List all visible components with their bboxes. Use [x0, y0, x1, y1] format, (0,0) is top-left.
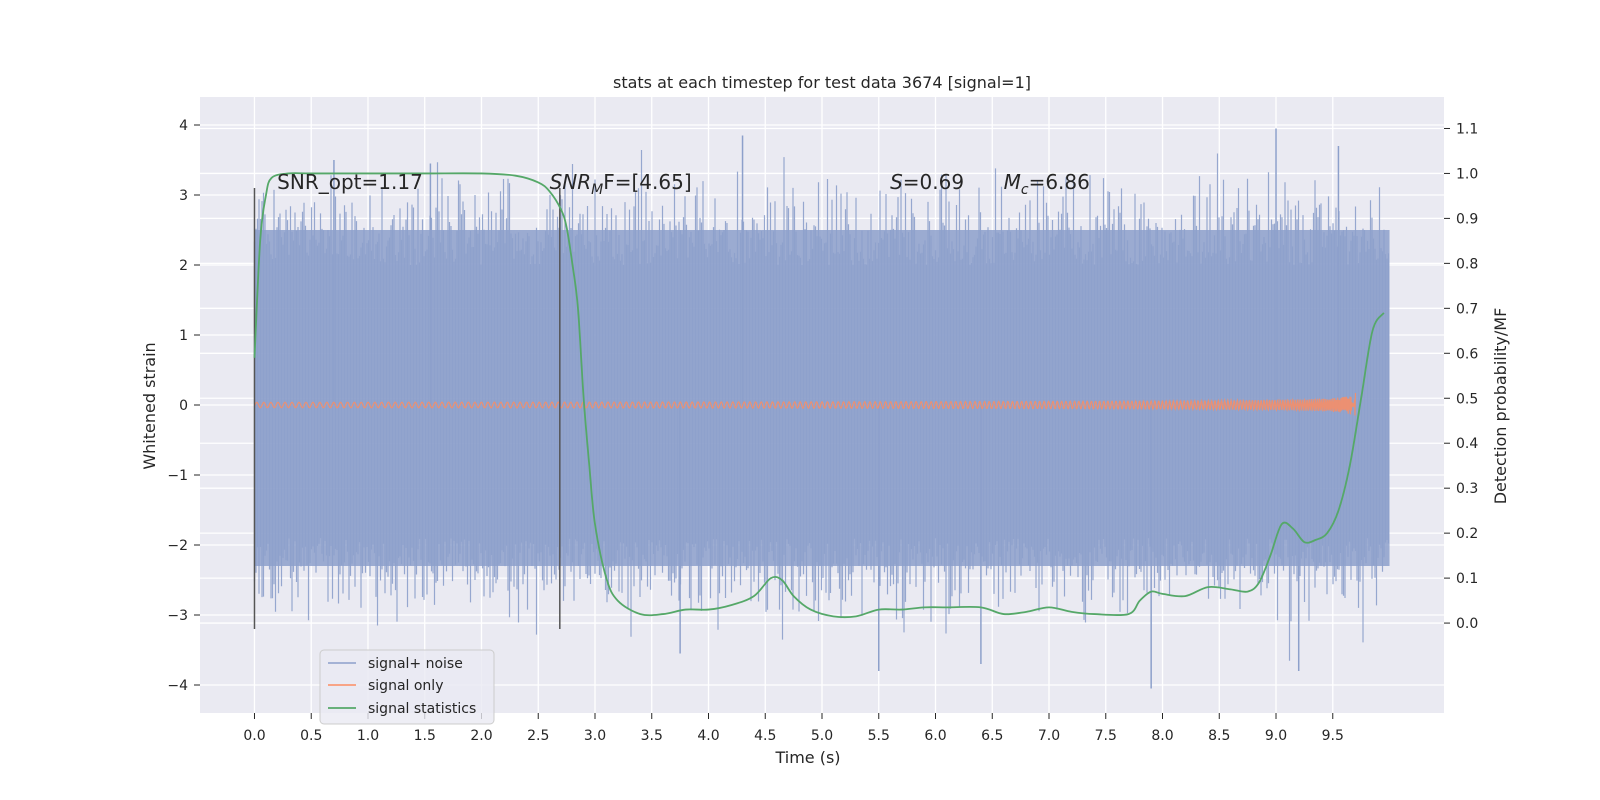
x-axis-label: Time (s): [774, 748, 840, 767]
annotation-mc-val: Mc=6.86: [1004, 170, 1090, 198]
x-tick-label: 5.0: [811, 728, 833, 744]
x-tick-label: 6.5: [981, 728, 1003, 744]
x-tick-label: 3.5: [641, 728, 663, 744]
x-tick-label: 3.0: [584, 728, 606, 744]
x-tick-label: 7.0: [1038, 728, 1060, 744]
y-axis-right: 1.1 1.0 0.9 0.8 0.7 0.6 0.5 0.4 0.3 0.2 0.1 0.0: [1444, 121, 1478, 632]
x-tick-label: 8.0: [1151, 728, 1173, 744]
x-tick-label: 2.5: [527, 728, 549, 744]
series-signal-only: [253, 392, 1357, 416]
series-signal-statistics: [253, 172, 1385, 619]
y-tick-label: 0: [179, 398, 188, 414]
x-tick-label: 1.0: [357, 728, 379, 744]
y2-tick-label: 0.3: [1456, 481, 1478, 497]
y2-tick-label: 0.8: [1456, 256, 1478, 272]
x-tick-label: 4.0: [697, 728, 719, 744]
y-tick-label: −4: [167, 678, 188, 694]
y2-axis-label: Detection probability/MF: [1491, 308, 1510, 505]
y-tick-label: 4: [179, 118, 188, 134]
signal-statistics-line: [253, 172, 1385, 619]
vertical-markers: [253, 188, 561, 629]
x-tick-label: 9.5: [1322, 728, 1344, 744]
legend-label-signal-only: signal only: [368, 678, 443, 694]
x-axis: 0.0 0.5 1.0 1.5 2.0 2.5 3.0 3.5 4.0 4.5 5.0 5.5 6.0 6…: [243, 713, 1344, 744]
y2-tick-label: 0.9: [1456, 211, 1478, 227]
y2-tick-label: 1.0: [1456, 166, 1478, 182]
x-tick-label: 8.5: [1208, 728, 1230, 744]
y2-tick-label: 0.6: [1456, 346, 1478, 362]
x-tick-label: 2.0: [470, 728, 492, 744]
legend-label-signal-noise: signal+ noise: [368, 656, 463, 672]
y2-tick-label: 0.5: [1456, 391, 1478, 407]
x-tick-label: 0.0: [243, 728, 265, 744]
annotation-snr-mf: SNRMF=[4.65]: [550, 170, 692, 198]
x-tick-label: 1.5: [414, 728, 436, 744]
y2-tick-label: 0.2: [1456, 526, 1478, 542]
y-tick-label: −2: [167, 538, 188, 554]
y-tick-label: −3: [167, 608, 188, 624]
x-tick-label: 0.5: [300, 728, 322, 744]
y-tick-label: 2: [179, 258, 188, 274]
y2-tick-label: 0.4: [1456, 436, 1478, 452]
x-tick-label: 9.0: [1265, 728, 1287, 744]
legend: signal+ noise signal only signal statist…: [319, 649, 495, 725]
y-tick-label: 1: [179, 328, 188, 344]
y2-tick-label: 0.1: [1456, 571, 1478, 587]
chart-title: stats at each timestep for test data 367…: [613, 73, 1031, 92]
x-tick-label: 6.0: [924, 728, 946, 744]
annotations: SNR_opt=1.17 SNRMF=[4.65] S=0.69 Mc=6.86: [277, 170, 1090, 198]
x-tick-label: 5.5: [868, 728, 890, 744]
y-axis-label: Whitened strain: [140, 342, 159, 469]
x-tick-label: 7.5: [1095, 728, 1117, 744]
y2-tick-label: 0.0: [1456, 616, 1478, 632]
y-axis-left: 4 3 2 1 0 −1 −2 −3 −4: [167, 118, 200, 694]
series-signal-noise: [253, 128, 1390, 689]
annotation-s-val: S=0.69: [890, 170, 964, 194]
y2-tick-label: 1.1: [1456, 121, 1478, 137]
annotation-snr-opt: SNR_opt=1.17: [277, 170, 423, 194]
y2-tick-label: 0.7: [1456, 301, 1478, 317]
y-tick-label: −1: [167, 468, 188, 484]
legend-label-signal-statistics: signal statistics: [368, 701, 476, 717]
legend-box: [319, 649, 495, 725]
chirp-trace: [253, 392, 1357, 416]
y-tick-label: 3: [179, 188, 188, 204]
x-tick-label: 4.5: [754, 728, 776, 744]
